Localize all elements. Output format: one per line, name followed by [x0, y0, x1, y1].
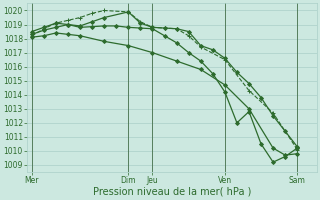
- X-axis label: Pression niveau de la mer( hPa ): Pression niveau de la mer( hPa ): [92, 187, 251, 197]
